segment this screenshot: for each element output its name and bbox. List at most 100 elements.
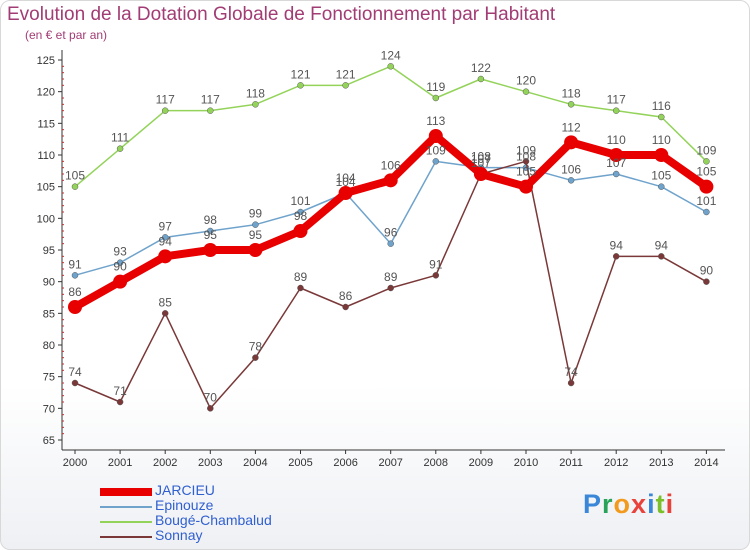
data-point [113, 274, 128, 289]
x-tick-label: 2012 [604, 457, 628, 469]
x-tick-label: 2006 [333, 457, 357, 469]
data-point [612, 253, 620, 260]
y-tick-label: 110 [37, 150, 55, 162]
data-label: 109 [426, 143, 446, 157]
y-tick-label: 85 [43, 308, 55, 320]
data-label: 105 [696, 165, 716, 179]
x-tick-label: 2011 [559, 457, 583, 469]
data-point [658, 183, 665, 190]
y-tick-label: 75 [43, 372, 55, 384]
data-point [432, 94, 440, 102]
data-label: 94 [655, 238, 669, 252]
data-label: 108 [516, 150, 536, 164]
data-label: 71 [113, 384, 127, 398]
data-label: 110 [607, 133, 626, 147]
data-point [161, 310, 169, 317]
data-label: 107 [471, 156, 491, 170]
y-tick-label: 65 [43, 435, 55, 447]
data-point [522, 88, 530, 95]
y-tick-label: 80 [43, 340, 55, 352]
legend-swatch-jarcieu [100, 488, 152, 496]
y-tick-label: 70 [43, 403, 55, 415]
data-point [658, 113, 665, 121]
x-tick-label: 2001 [108, 457, 132, 469]
data-label: 95 [204, 228, 218, 242]
data-point [297, 82, 304, 89]
y-tick-label: 115 [37, 118, 55, 130]
data-point [609, 148, 624, 162]
data-label: 121 [336, 67, 356, 81]
data-point [612, 170, 620, 178]
data-label: 117 [607, 93, 626, 107]
data-point [338, 186, 353, 200]
y-tick-label: 120 [37, 87, 55, 99]
data-point [207, 227, 214, 235]
data-label: 105 [65, 169, 85, 183]
data-point [161, 107, 169, 114]
data-point [658, 253, 665, 260]
data-point [567, 379, 575, 387]
data-point [387, 284, 394, 292]
legend-label: Sonnay [155, 527, 203, 543]
data-point [203, 243, 218, 257]
data-point [387, 240, 394, 247]
data-label: 97 [159, 219, 173, 233]
y-tick-label: 125 [37, 55, 55, 67]
data-label: 107 [606, 156, 626, 170]
x-tick-label: 2003 [198, 457, 222, 469]
data-label: 86 [339, 289, 353, 303]
data-point [116, 398, 124, 406]
y-tick-label: 100 [37, 213, 55, 225]
data-label: 111 [111, 131, 130, 145]
data-label: 70 [204, 390, 218, 404]
data-label: 89 [384, 270, 398, 284]
data-label: 118 [562, 86, 581, 100]
x-tick-label: 2013 [649, 457, 673, 469]
data-label: 104 [336, 171, 356, 185]
data-point [387, 63, 394, 70]
data-point [116, 145, 124, 152]
data-point [252, 221, 259, 228]
data-point [567, 101, 575, 108]
data-point [703, 158, 710, 165]
x-tick-label: 2005 [288, 457, 312, 469]
y-tick-label: 95 [43, 245, 55, 257]
data-label: 74 [68, 365, 82, 379]
data-label: 108 [471, 150, 491, 164]
data-label: 91 [429, 257, 443, 271]
data-label: 89 [294, 270, 308, 284]
data-label: 113 [426, 114, 445, 128]
data-label: 109 [696, 143, 716, 157]
x-tick-label: 2009 [469, 457, 493, 469]
data-point [297, 208, 304, 216]
data-point [473, 167, 488, 181]
data-label: 106 [381, 158, 401, 172]
chart-title: Evolution de la Dotation Globale de Fonc… [7, 4, 556, 25]
x-tick-label: 2002 [153, 457, 177, 469]
data-point [342, 303, 349, 311]
data-label: 121 [290, 67, 310, 81]
data-point [248, 243, 263, 257]
data-label: 105 [651, 169, 671, 183]
data-label: 120 [516, 74, 536, 88]
x-tick-label: 2004 [243, 457, 267, 469]
x-tick-label: 2008 [424, 457, 448, 469]
data-label: 95 [249, 228, 263, 242]
data-point [71, 272, 79, 279]
x-tick-label: 2000 [63, 457, 87, 469]
data-point [564, 135, 579, 150]
data-point [68, 300, 82, 314]
chart-subtitle: (en € et par an) [25, 28, 108, 42]
data-label: 112 [562, 120, 581, 134]
data-point [207, 107, 214, 114]
data-point [252, 354, 259, 361]
data-label: 124 [381, 48, 401, 62]
data-label: 85 [159, 295, 173, 309]
data-label: 98 [294, 209, 308, 223]
data-label: 91 [68, 257, 82, 271]
data-point [699, 179, 714, 194]
data-label: 94 [159, 234, 173, 248]
data-label: 74 [564, 365, 578, 379]
data-point [432, 158, 440, 165]
